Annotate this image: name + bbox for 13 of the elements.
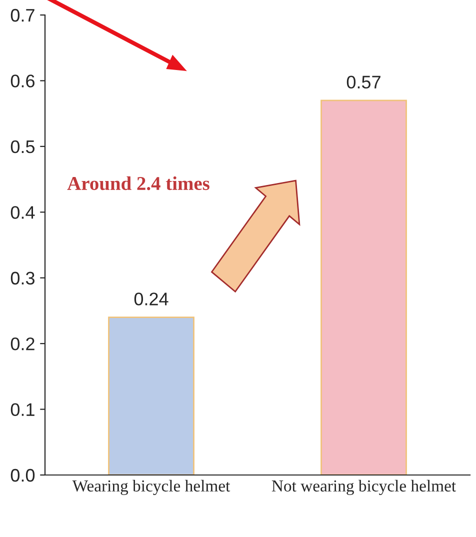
annotation: Around 2.4 times	[67, 176, 210, 190]
data-label: 0.57	[346, 76, 380, 89]
x-tick-label: Not wearing bicycle helmet	[272, 480, 456, 496]
y-tick-label: 0.0	[10, 468, 35, 482]
y-tick-label: 0.5	[10, 140, 35, 154]
y-tick-label: 0.7	[10, 8, 34, 22]
x-tick-label: Wearing bicycle helmet	[72, 480, 230, 496]
y-tick-label: 0.4	[10, 206, 35, 219]
y-tick-label: 0.6	[10, 74, 34, 88]
y-tick-label: 0.1	[10, 403, 34, 416]
y-tick-label: 0.2	[10, 338, 34, 350]
data-label: 0.24	[134, 292, 168, 306]
y-tick-label: 0.3	[10, 272, 34, 285]
